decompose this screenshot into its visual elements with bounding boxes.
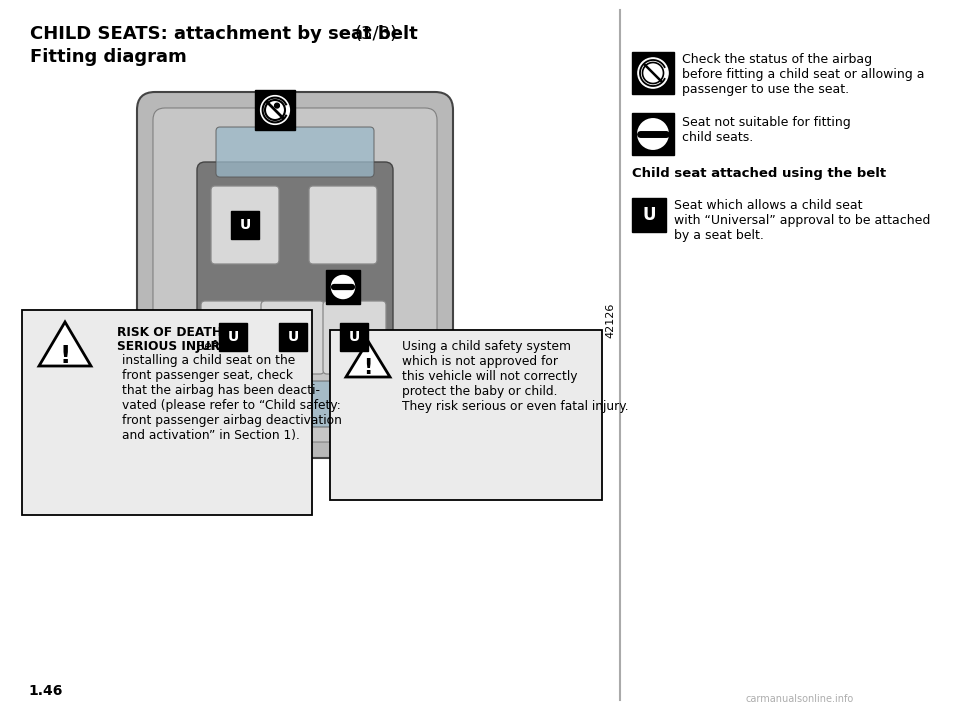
Text: Seat not suitable for fitting
child seats.: Seat not suitable for fitting child seat… <box>682 116 851 144</box>
FancyBboxPatch shape <box>197 162 393 368</box>
FancyBboxPatch shape <box>216 127 374 177</box>
Text: (3/3): (3/3) <box>355 25 398 43</box>
Text: SERIOUS INJURY:: SERIOUS INJURY: <box>117 340 232 353</box>
Text: carmanualsonline.info: carmanualsonline.info <box>746 694 854 704</box>
Text: 42126: 42126 <box>605 302 615 338</box>
Text: installing a child seat on the
front passenger seat, check
that the airbag has b: installing a child seat on the front pas… <box>122 354 342 442</box>
FancyBboxPatch shape <box>22 310 312 515</box>
Text: Before: Before <box>192 340 236 353</box>
Bar <box>632 198 666 232</box>
Bar <box>632 113 674 155</box>
Text: Check the status of the airbag
before fitting a child seat or allowing a
passeng: Check the status of the airbag before fi… <box>682 53 924 96</box>
Text: RISK OF DEATH OR: RISK OF DEATH OR <box>117 326 247 339</box>
Circle shape <box>637 58 668 88</box>
FancyBboxPatch shape <box>330 330 602 500</box>
Text: U: U <box>287 330 299 344</box>
Text: CHILD SEATS: attachment by seat belt: CHILD SEATS: attachment by seat belt <box>30 25 424 43</box>
Text: U: U <box>348 330 360 344</box>
Bar <box>219 323 247 351</box>
Bar <box>255 90 295 130</box>
Bar <box>279 323 307 351</box>
Polygon shape <box>39 322 91 366</box>
FancyBboxPatch shape <box>201 301 264 374</box>
Circle shape <box>637 118 669 150</box>
Text: Fitting diagram: Fitting diagram <box>30 48 187 66</box>
FancyBboxPatch shape <box>323 301 386 374</box>
Text: Child seat attached using the belt: Child seat attached using the belt <box>632 167 886 180</box>
Text: 1.46: 1.46 <box>28 684 62 698</box>
FancyBboxPatch shape <box>261 301 324 374</box>
Bar <box>326 270 360 304</box>
Bar <box>231 211 259 239</box>
Text: U: U <box>642 206 656 224</box>
Bar <box>340 323 368 351</box>
Polygon shape <box>346 341 390 377</box>
FancyBboxPatch shape <box>211 186 279 264</box>
Circle shape <box>275 103 279 108</box>
Text: U: U <box>228 330 239 344</box>
FancyBboxPatch shape <box>309 186 377 264</box>
Circle shape <box>331 275 355 299</box>
Text: U: U <box>239 218 251 232</box>
FancyBboxPatch shape <box>226 381 364 427</box>
Text: !: ! <box>60 344 71 368</box>
Text: Seat which allows a child seat
with “Universal” approval to be attached
by a sea: Seat which allows a child seat with “Uni… <box>674 199 930 242</box>
Bar <box>632 52 674 94</box>
Circle shape <box>260 96 289 124</box>
FancyBboxPatch shape <box>153 108 437 442</box>
FancyBboxPatch shape <box>137 92 453 458</box>
Text: !: ! <box>363 358 372 378</box>
Text: Using a child safety system
which is not approved for
this vehicle will not corr: Using a child safety system which is not… <box>402 340 629 413</box>
